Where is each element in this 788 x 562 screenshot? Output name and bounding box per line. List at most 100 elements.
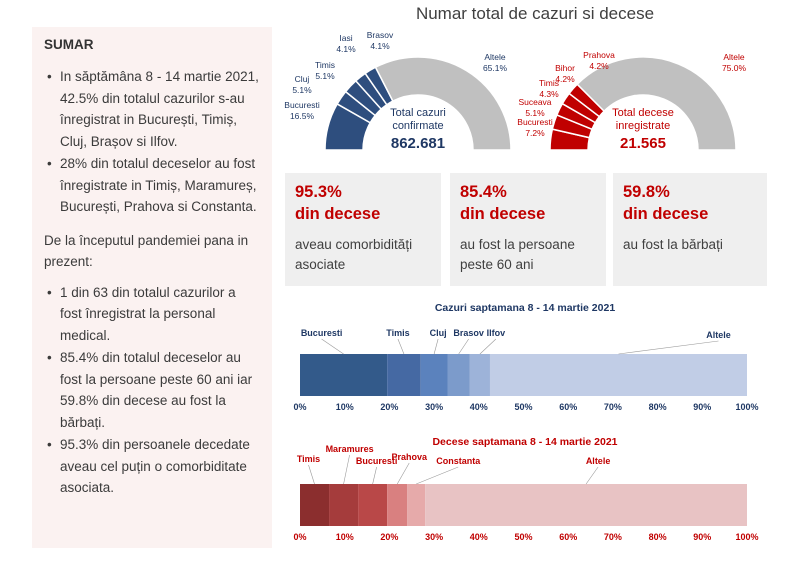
bar-tick-label: 0% <box>293 402 306 412</box>
bar-tick-label: 100% <box>735 402 758 412</box>
bar-tick-label: 10% <box>336 532 354 542</box>
bar-segment-brasov <box>447 354 470 396</box>
bar-leader-line <box>372 466 377 485</box>
kpi-card-comorbidities: 95.3% din decese aveau comorbidități aso… <box>285 173 441 286</box>
gauge-label-cluj: Cluj <box>295 74 310 84</box>
bar-tick-label: 50% <box>514 402 532 412</box>
gauge-slice-altele <box>374 56 512 151</box>
gauge-center-label: confirmate <box>392 120 443 132</box>
bar-segment-altele <box>425 484 747 526</box>
bar-tick-label: 90% <box>693 532 711 542</box>
gauge-value-iasi: 4.1% <box>336 44 356 54</box>
bar-label-maramures: Maramures <box>326 444 374 454</box>
bar-leader-line <box>343 454 350 485</box>
bar-leader-line <box>618 340 719 355</box>
gauge-value-brasov: 4.1% <box>370 41 390 51</box>
gauge-label-altele: Altele <box>723 52 745 62</box>
bar-label-bucuresti: Bucuresti <box>301 328 343 338</box>
bar-tick-label: 60% <box>559 402 577 412</box>
bar-segment-timis <box>300 484 330 526</box>
bar-tick-label: 50% <box>514 532 532 542</box>
bar-tick-label: 40% <box>470 402 488 412</box>
gauge-value-timis: 5.1% <box>315 71 335 81</box>
gauge-label-altele: Altele <box>484 52 506 62</box>
gauge-slice-altele <box>576 56 737 151</box>
gauge-value-cluj: 5.1% <box>292 85 312 95</box>
gauge-label-iasi: Iasi <box>339 33 352 43</box>
bar-tick-label: 80% <box>649 532 667 542</box>
gauge-value-suceava: 5.1% <box>525 108 545 118</box>
kpi-value-line2: din decese <box>623 205 709 223</box>
kpi-value: 85.4% <box>460 183 507 201</box>
bar-leader-line <box>458 338 469 355</box>
gauge-value-prahova: 4.2% <box>589 61 609 71</box>
bar-label-timis: Timis <box>297 454 320 464</box>
bar-leader-line <box>308 464 315 485</box>
cases-half-donut-chart: Bucuresti16.5%Cluj5.1%Timis5.1%Iasi4.1%B… <box>284 30 512 152</box>
kpi-value-line2: din decese <box>460 205 546 223</box>
kpi-value: 59.8% <box>623 183 670 201</box>
bar-segment-bucuresti <box>358 484 388 526</box>
cases-bar-title: Cazuri saptamana 8 - 14 martie 2021 <box>434 302 616 314</box>
bar-tick-label: 70% <box>604 402 622 412</box>
summary-title: SUMAR <box>44 37 94 52</box>
bar-segment-cluj <box>420 354 448 396</box>
bar-leader-line <box>433 338 439 355</box>
gauge-center-label: Total decese <box>612 107 674 119</box>
summary-paragraph: De la începutul pandemiei pana in prezen… <box>44 232 249 269</box>
bar-tick-label: 90% <box>693 402 711 412</box>
gauge-label-prahova: Prahova <box>583 50 615 60</box>
summary-bullet: • 95.3% din persoanele decedate aveau cel… <box>47 437 250 495</box>
summary-bullet: • In săptămâna 8 - 14 martie 2021, 42.5% … <box>47 69 259 149</box>
bar-tick-label: 30% <box>425 402 443 412</box>
kpi-description: au fost la bărbați <box>623 237 723 252</box>
summary-bullet: • 28% din totalul deceselor au fost înreg… <box>47 156 257 214</box>
summary-panel: SUMAR • In săptămâna 8 - 14 martie 2021, … <box>32 27 272 548</box>
bar-leader-line <box>416 466 459 485</box>
gauge-label-bucuresti: Bucuresti <box>284 100 320 110</box>
gauge-value-altele: 75.0% <box>722 63 747 73</box>
kpi-card-men: 59.8% din decese au fost la bărbați <box>613 173 767 286</box>
gauge-value-bucuresti: 7.2% <box>525 128 545 138</box>
summary-bullet: • 1 din 63 din totalul cazurilor a fost î… <box>47 284 236 343</box>
bar-label-brasov: Brasov <box>453 328 484 338</box>
bar-label-constanta: Constanta <box>436 456 481 466</box>
bar-label-prahova: Prahova <box>391 452 428 462</box>
bar-segment-bucuresti <box>300 354 388 396</box>
kpi-description: au fost la persoane peste 60 ani <box>460 237 575 272</box>
bar-tick-label: 0% <box>293 532 306 542</box>
bar-label-altele: Altele <box>586 456 611 466</box>
bar-leader-line <box>397 338 405 355</box>
gauge-label-brasov: Brasov <box>367 30 394 40</box>
bar-leader-line <box>479 338 497 355</box>
bar-segment-ilfov <box>469 354 490 396</box>
gauge-total-value: 862.681 <box>391 135 445 152</box>
bar-segment-timis <box>387 354 421 396</box>
bar-tick-label: 20% <box>380 402 398 412</box>
bar-label-cluj: Cluj <box>430 328 447 338</box>
summary-list-week: • In săptămâna 8 - 14 martie 2021, 42.5% … <box>44 66 260 218</box>
kpi-value-line2: din decese <box>295 205 381 223</box>
bar-segment-maramures <box>329 484 359 526</box>
gauge-center-label: Total cazuri <box>390 107 446 119</box>
bar-tick-label: 100% <box>735 532 758 542</box>
summary-list-pandemic: • 1 din 63 din totalul cazurilor a fost î… <box>44 282 260 499</box>
bar-label-timis: Timis <box>386 328 409 338</box>
bar-leader-line <box>321 338 344 355</box>
summary-bullet: • 85.4% din totalul deceselor au fost la … <box>47 350 253 430</box>
gauge-label-bucuresti: Bucuresti <box>517 117 553 127</box>
bar-tick-label: 20% <box>380 532 398 542</box>
bar-segment-constanta <box>407 484 426 526</box>
bar-label-bucuresti: Bucuresti <box>356 456 398 466</box>
deaths-bar-title: Decese saptamana 8 - 14 martie 2021 <box>432 436 618 448</box>
gauge-label-timis: Timis <box>315 60 335 70</box>
bar-label-ilfov: Ilfov <box>487 328 506 338</box>
bar-tick-label: 70% <box>604 532 622 542</box>
gauge-value-bihor: 4.2% <box>555 74 575 84</box>
bar-tick-label: 40% <box>470 532 488 542</box>
bar-leader-line <box>585 466 599 485</box>
kpi-value: 95.3% <box>295 183 342 201</box>
kpi-description: aveau comorbidități asociate <box>295 237 413 272</box>
bar-tick-label: 10% <box>336 402 354 412</box>
